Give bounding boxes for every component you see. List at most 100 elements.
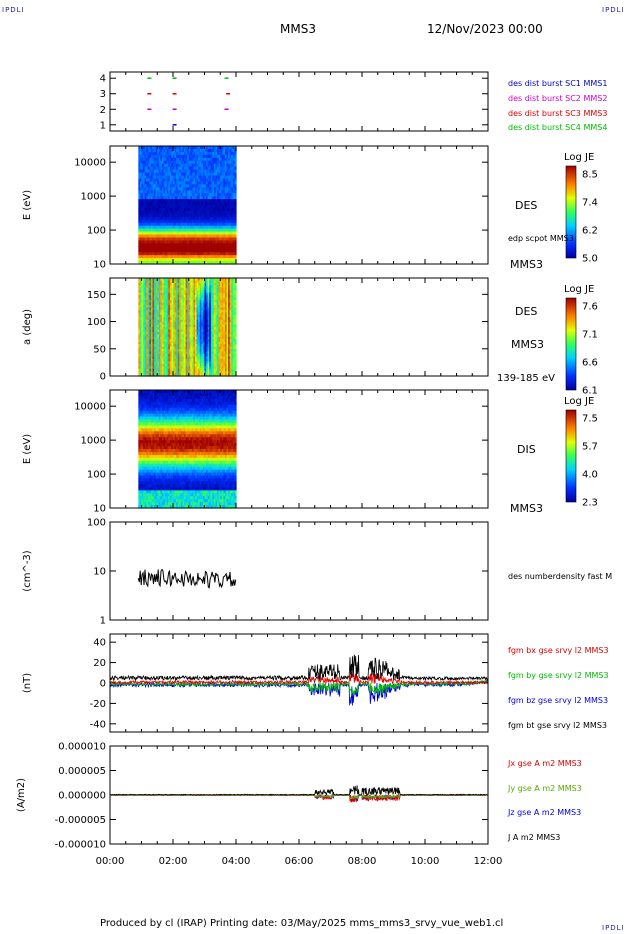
spectrogram-cell	[213, 327, 217, 331]
spectrogram-cell	[173, 368, 176, 372]
spectrogram-cell	[176, 184, 179, 188]
spectrogram-cell	[139, 231, 143, 236]
spectrogram-cell	[171, 252, 174, 256]
spectrogram-cell	[231, 243, 234, 247]
spectrogram-cell	[144, 361, 147, 365]
spectrogram-cell	[220, 261, 223, 265]
spectrogram-cell	[161, 302, 165, 306]
spectrogram-cell	[169, 324, 173, 328]
spectrogram-cell	[204, 160, 207, 165]
spectrogram-cell	[215, 329, 218, 333]
spectrogram-cell	[168, 358, 171, 362]
spectrogram-cell	[188, 368, 191, 372]
spectrogram-cell	[166, 231, 169, 236]
spectrogram-cell	[171, 356, 174, 360]
spectrogram-cell	[207, 175, 210, 180]
spectrogram-cell	[221, 358, 224, 362]
spectrogram-cell	[220, 317, 223, 321]
spectrogram-cell	[152, 154, 155, 159]
spectrogram-cell	[141, 341, 144, 345]
spectrogram-cell	[198, 243, 201, 247]
spectrogram-cell	[229, 166, 232, 171]
spectrogram-cell	[163, 344, 166, 348]
spectrogram-cell	[226, 327, 229, 331]
spectrogram-cell	[154, 304, 157, 308]
spectrogram-cell	[191, 205, 195, 209]
spectrogram-cell	[144, 166, 147, 171]
spectrogram-cell	[180, 243, 184, 247]
spectrogram-cell	[228, 361, 231, 365]
spectrogram-cell	[193, 339, 196, 343]
spectrogram-cell	[176, 196, 179, 200]
spectrogram-cell	[141, 163, 144, 168]
spectrogram-cell	[202, 363, 206, 367]
spectrogram-cell	[226, 363, 229, 367]
spectrogram-cell	[231, 193, 234, 197]
spectrogram-cell	[221, 207, 224, 212]
spectrogram-cell	[218, 246, 221, 250]
spectrogram-cell	[154, 351, 157, 355]
spectrogram-cell	[234, 246, 237, 250]
spectrogram-cell	[207, 234, 210, 239]
spectrogram-cell	[146, 373, 149, 377]
spectrogram-cell	[191, 358, 195, 362]
spectrogram-cell	[157, 219, 160, 224]
spectrogram-cell	[229, 331, 232, 335]
spectrogram-cell	[165, 219, 168, 224]
spectrogram-cell	[160, 166, 163, 171]
spectrogram-cell	[143, 341, 146, 345]
spectrogram-cell	[185, 219, 188, 224]
spectrogram-cell	[195, 178, 198, 182]
spectrogram-cell	[212, 361, 215, 365]
spectrogram-cell	[204, 285, 207, 289]
spectrogram-cell	[223, 146, 226, 150]
spectrogram-cell	[190, 222, 193, 227]
spectrogram-cell	[221, 324, 224, 328]
spectrogram-cell	[190, 322, 193, 326]
spectrogram-cell	[202, 193, 206, 197]
spectrogram-cell	[215, 334, 218, 338]
spectrogram-cell	[232, 213, 236, 218]
spectrogram-cell	[193, 154, 196, 159]
spectrogram-cell	[195, 190, 198, 194]
spectrogram-cell	[187, 207, 190, 212]
spectrogram-cell	[158, 331, 161, 335]
spectrogram-cell	[182, 225, 185, 230]
spectrogram-cell	[209, 240, 212, 244]
spectrogram-cell	[202, 309, 206, 313]
spectrogram-cell	[217, 280, 220, 284]
spectrogram-cell	[180, 184, 184, 188]
spectrogram-cell	[223, 373, 226, 377]
spectrogram-cell	[207, 172, 210, 177]
spectrogram-cell	[143, 312, 146, 316]
spectrogram-cell	[180, 341, 184, 345]
spectrogram-cell	[168, 351, 171, 355]
spectrogram-cell	[215, 363, 218, 367]
spectrogram-cell	[180, 344, 184, 348]
spectrogram-cell	[163, 366, 166, 370]
spectrogram-cell	[185, 172, 188, 177]
spectrogram-cell	[220, 222, 223, 227]
spectrogram-cell	[177, 349, 180, 353]
spectrogram-cell	[169, 366, 173, 370]
spectrogram-cell	[152, 231, 155, 236]
spectrogram-cell	[180, 151, 184, 156]
spectrogram-cell	[228, 304, 231, 308]
spectrogram-cell	[144, 290, 147, 294]
spectrogram-cell	[177, 210, 180, 215]
spectrogram-cell	[150, 351, 154, 355]
spectrogram-cell	[161, 309, 165, 313]
spectrogram-cell	[212, 190, 215, 194]
spectrogram-cell	[166, 307, 169, 311]
spectrogram-cell	[149, 258, 152, 262]
spectrogram-cell	[206, 163, 209, 168]
spectrogram-cell	[185, 292, 188, 296]
spectrogram-cell	[139, 302, 143, 306]
spectrogram-cell	[198, 336, 201, 340]
spectrogram-cell	[160, 349, 163, 353]
spectrogram-cell	[166, 205, 169, 209]
spectrogram-cell	[182, 169, 185, 174]
spectrogram-cell	[154, 292, 157, 296]
spectrogram-cell	[191, 341, 195, 345]
spectrogram-cell	[207, 317, 210, 321]
